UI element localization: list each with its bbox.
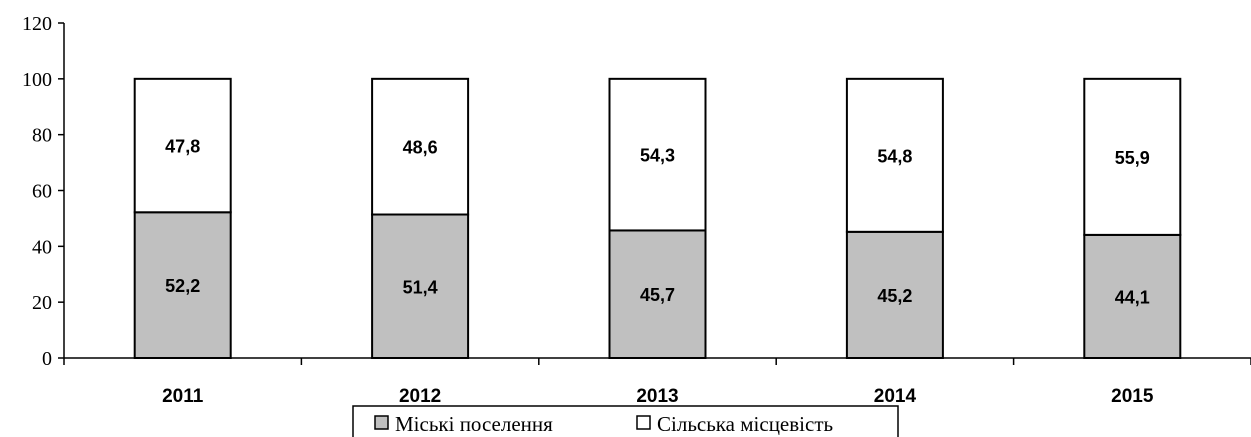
bar-segment-urban	[133, 211, 232, 359]
x-tick-label: 2014	[874, 386, 917, 407]
data-label: 44,1	[1115, 287, 1150, 307]
bar-segment-rural	[1083, 77, 1182, 236]
x-tick-label: 2015	[1111, 386, 1154, 407]
x-tick-label: 2012	[399, 386, 441, 407]
x-axis: 2011 2012 2013 2014 2015	[63, 357, 1251, 407]
data-label: 54,3	[640, 146, 675, 166]
y-tick-label: 40	[32, 236, 52, 258]
y-tick-label: 120	[22, 13, 52, 35]
data-label: 54,8	[877, 146, 912, 166]
y-tick-label: 20	[32, 292, 52, 314]
y-axis: 0 20 40 60 80 100 120	[22, 13, 65, 370]
bar-segment-urban	[371, 213, 470, 359]
data-label: 52,2	[165, 276, 200, 296]
x-tick-label: 2013	[636, 386, 678, 407]
legend-swatch-urban	[374, 415, 389, 430]
bar-segment-rural	[608, 77, 707, 232]
legend-box	[352, 405, 899, 437]
bar-segment-urban	[608, 229, 707, 360]
y-tick-label: 100	[22, 69, 52, 91]
legend-swatch-rural	[636, 415, 651, 430]
data-labels: 52,2 47,8 51,4 48,6 45,7 54,3 45,2 54,8 44,1 55,9	[165, 137, 1150, 308]
bar-segment-rural	[371, 77, 470, 216]
data-label: 48,6	[403, 138, 438, 158]
legend: Міські поселення Сільська місцевість	[352, 405, 899, 437]
y-tick-label: 0	[42, 348, 52, 370]
data-label: 45,7	[640, 285, 675, 305]
data-label: 47,8	[165, 137, 200, 157]
legend-label-rural: Сільська місцевість	[657, 412, 833, 436]
bars	[133, 77, 1182, 360]
y-tick-label: 60	[32, 181, 52, 203]
data-label: 51,4	[403, 277, 438, 297]
bar-segment-rural	[845, 77, 944, 233]
bar-segment-rural	[133, 77, 232, 214]
data-label: 45,2	[877, 286, 912, 306]
data-label: 55,9	[1115, 148, 1150, 168]
x-tick-label: 2011	[162, 386, 204, 407]
legend-label-urban: Міські поселення	[395, 412, 553, 436]
y-tick-label: 80	[32, 125, 52, 147]
